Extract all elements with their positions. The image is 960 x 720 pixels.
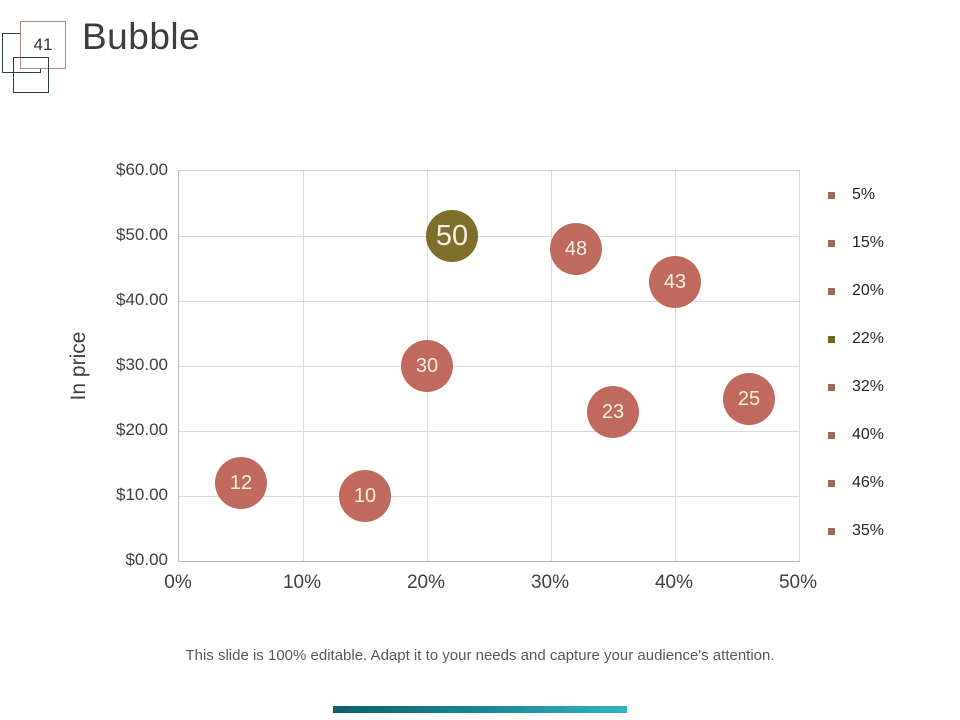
y-tick-label: $10.00 <box>116 485 168 504</box>
gridline-horizontal <box>179 366 799 367</box>
bubble-23: 23 <box>587 386 639 438</box>
page-title: Bubble <box>82 16 201 57</box>
bubble-value-label: 10 <box>353 484 377 507</box>
legend-label: 32% <box>852 378 885 395</box>
legend-label: 35% <box>852 522 885 539</box>
legend-label: 22% <box>852 330 885 347</box>
gridline-horizontal <box>179 236 799 237</box>
bottom-accent-bar <box>333 706 627 713</box>
y-tick-label: $30.00 <box>116 355 168 374</box>
bubble-30: 30 <box>401 340 453 392</box>
legend-marker-icon <box>828 191 835 199</box>
y-tick-label: $0.00 <box>125 550 168 569</box>
legend-item-22: 22% <box>820 315 950 363</box>
legend-item-5: 5% <box>820 171 950 219</box>
y-tick-label: $20.00 <box>116 420 168 439</box>
legend-item-15: 15% <box>820 219 950 267</box>
bubble-48: 48 <box>550 223 602 275</box>
legend-label: 5% <box>852 186 876 203</box>
bubble-value-label: 12 <box>229 471 253 494</box>
y-tick-label: $40.00 <box>116 290 168 309</box>
bubble-10: 10 <box>339 470 391 522</box>
plot-area: 12 10 30 50 48 43 25 23 <box>178 170 800 562</box>
bubble-value-label: 43 <box>663 270 687 293</box>
page-number-badge: 41 <box>20 21 66 69</box>
bubble-43: 43 <box>649 256 701 308</box>
bubble-12: 12 <box>215 457 267 509</box>
decor-square-front <box>13 57 49 93</box>
x-tick-label: 0% <box>164 572 192 593</box>
legend-marker-icon <box>828 431 835 439</box>
gridline-horizontal <box>179 496 799 497</box>
gridline-vertical <box>799 171 800 561</box>
footer-note: This slide is 100% editable. Adapt it to… <box>185 647 775 664</box>
chart-legend: 5% 15% 20% 22% 32% 40% 46% 35% <box>820 171 950 555</box>
legend-label: 40% <box>852 426 885 443</box>
x-tick-label: 10% <box>282 572 322 593</box>
bubble-value-label: 48 <box>564 237 588 260</box>
legend-label: 15% <box>852 234 885 251</box>
legend-item-46: 46% <box>820 459 950 507</box>
x-tick-label: 30% <box>530 572 570 593</box>
y-tick-label: $50.00 <box>116 225 168 244</box>
x-tick-label: 40% <box>654 572 694 593</box>
gridline-horizontal <box>179 431 799 432</box>
page-number: 41 <box>33 35 53 54</box>
legend-item-32: 32% <box>820 363 950 411</box>
bubble-value-label: 50 <box>435 219 469 252</box>
legend-label: 20% <box>852 282 885 299</box>
legend-marker-icon <box>828 335 835 343</box>
legend-label: 46% <box>852 474 885 491</box>
legend-item-35: 35% <box>820 507 950 555</box>
bubble-value-label: 30 <box>415 354 439 377</box>
legend-marker-icon <box>828 287 835 295</box>
legend-item-40: 40% <box>820 411 950 459</box>
bubble-50: 50 <box>426 210 478 262</box>
x-tick-label: 20% <box>406 572 446 593</box>
legend-item-20: 20% <box>820 267 950 315</box>
y-tick-label: $60.00 <box>116 160 168 179</box>
legend-marker-icon <box>828 383 835 391</box>
legend-marker-icon <box>828 479 835 487</box>
legend-marker-icon <box>828 527 835 535</box>
bubble-value-label: 23 <box>601 400 625 423</box>
x-tick-label: 50% <box>778 572 818 593</box>
bubble-25: 25 <box>723 373 775 425</box>
legend-marker-icon <box>828 239 835 247</box>
gridline-horizontal <box>179 301 799 302</box>
bubble-value-label: 25 <box>737 387 761 410</box>
